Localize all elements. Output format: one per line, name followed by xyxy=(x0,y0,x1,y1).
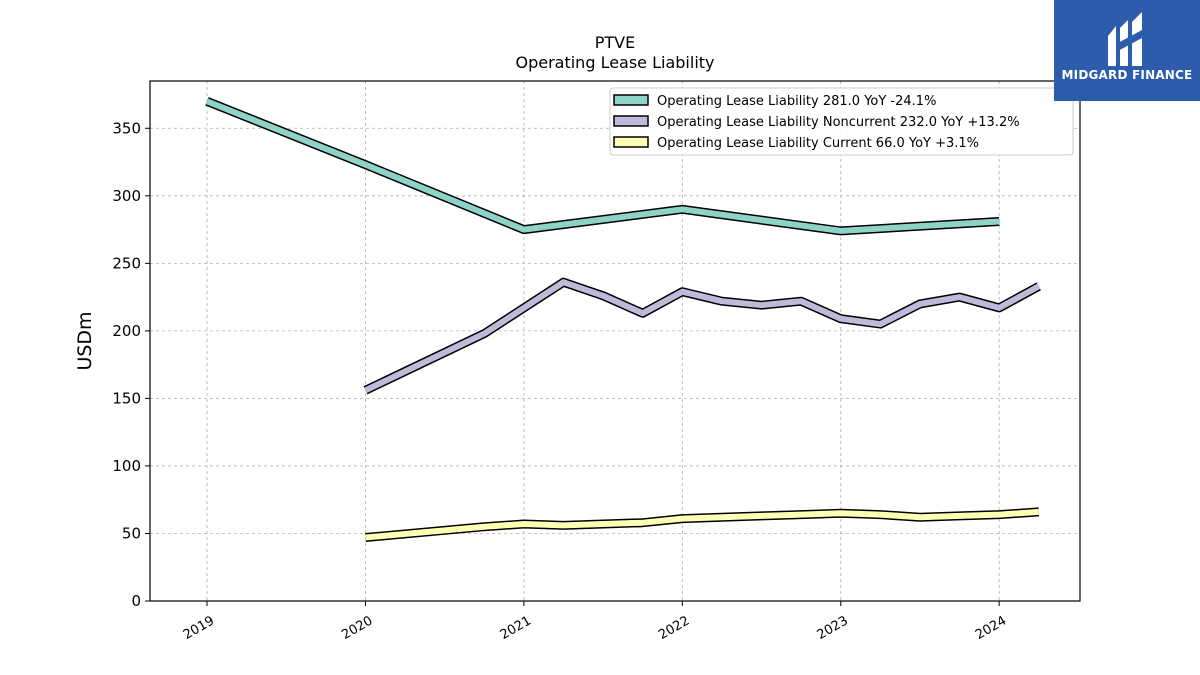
y-tick-label: 100 xyxy=(112,457,141,475)
logo-text: MIDGARD FINANCE xyxy=(1061,68,1193,82)
legend-entry: Operating Lease Liability 281.0 YoY -24.… xyxy=(657,94,936,109)
y-tick-label: 150 xyxy=(112,389,141,407)
y-tick-label: 250 xyxy=(112,254,141,272)
x-tick-label: 2021 xyxy=(498,613,534,643)
y-tick-label: 200 xyxy=(112,322,141,340)
plot-area-frame xyxy=(149,80,1081,602)
chart-title: PTVE xyxy=(595,33,635,52)
y-tick-label: 50 xyxy=(122,524,141,542)
chart-subtitle: Operating Lease Liability xyxy=(515,53,714,72)
legend-swatch xyxy=(613,136,649,148)
midgard-logo-icon xyxy=(1108,12,1142,66)
legend-swatch xyxy=(613,94,649,106)
x-tick-label: 2020 xyxy=(339,613,375,643)
legend-entry: Operating Lease Liability Noncurrent 232… xyxy=(657,115,1020,130)
series-3-line xyxy=(365,508,1040,541)
y-tick-label: 350 xyxy=(112,119,141,137)
y-axis-title: USDm xyxy=(74,311,96,370)
x-tick-label: 2022 xyxy=(656,613,692,643)
series-1-line xyxy=(205,98,1000,234)
series-2-line xyxy=(364,279,1041,394)
y-tick-label: 0 xyxy=(131,592,141,610)
axes: 0 50 100 150 200 250 300 350 2019 2020 2021 2022 202… xyxy=(112,119,1009,643)
legend-entry: Operating Lease Liability Current 66.0 Y… xyxy=(657,136,979,151)
series-layer xyxy=(205,97,1041,542)
legend-swatch xyxy=(613,115,649,127)
x-tick-label: 2023 xyxy=(815,613,851,643)
midgard-finance-logo: MIDGARD FINANCE xyxy=(1054,0,1200,101)
legend-box xyxy=(609,87,1074,156)
y-tick-label: 300 xyxy=(112,187,141,205)
x-tick-label: 2024 xyxy=(973,613,1009,643)
legend: Operating Lease Liability 281.0 YoY -24.… xyxy=(609,87,1074,156)
x-tick-label: 2019 xyxy=(181,613,217,643)
